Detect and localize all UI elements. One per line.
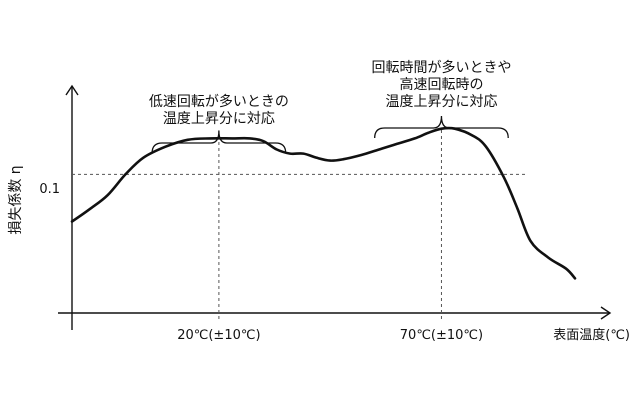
x-axis-label: 表面温度(℃) — [553, 327, 630, 343]
reference-lines — [72, 130, 525, 322]
annotation-text: 回転時間が多いときや — [371, 59, 511, 76]
series-group — [70, 126, 577, 280]
y-axis-label: 損失係数 η — [8, 165, 24, 234]
axes — [58, 84, 612, 330]
annotation-brace — [151, 130, 287, 154]
y-tick-label: 0.1 — [39, 182, 60, 197]
annotation-text: 温度上昇分に対応 — [163, 111, 275, 127]
y-axis-arrow — [65, 84, 79, 96]
x-mark-label: 20℃(±10℃) — [177, 328, 260, 343]
annotation-braces — [151, 115, 509, 154]
x-mark-label: 70℃(±10℃) — [400, 328, 483, 343]
annotation-brace — [374, 115, 509, 139]
annotation-text: 温度上昇分に対応 — [385, 94, 497, 110]
x-axis-arrow — [600, 306, 612, 320]
annotation-text: 低速回転が多いときの — [149, 93, 289, 110]
annotation-text: 高速回転時の — [399, 76, 483, 93]
series-line — [70, 126, 577, 280]
